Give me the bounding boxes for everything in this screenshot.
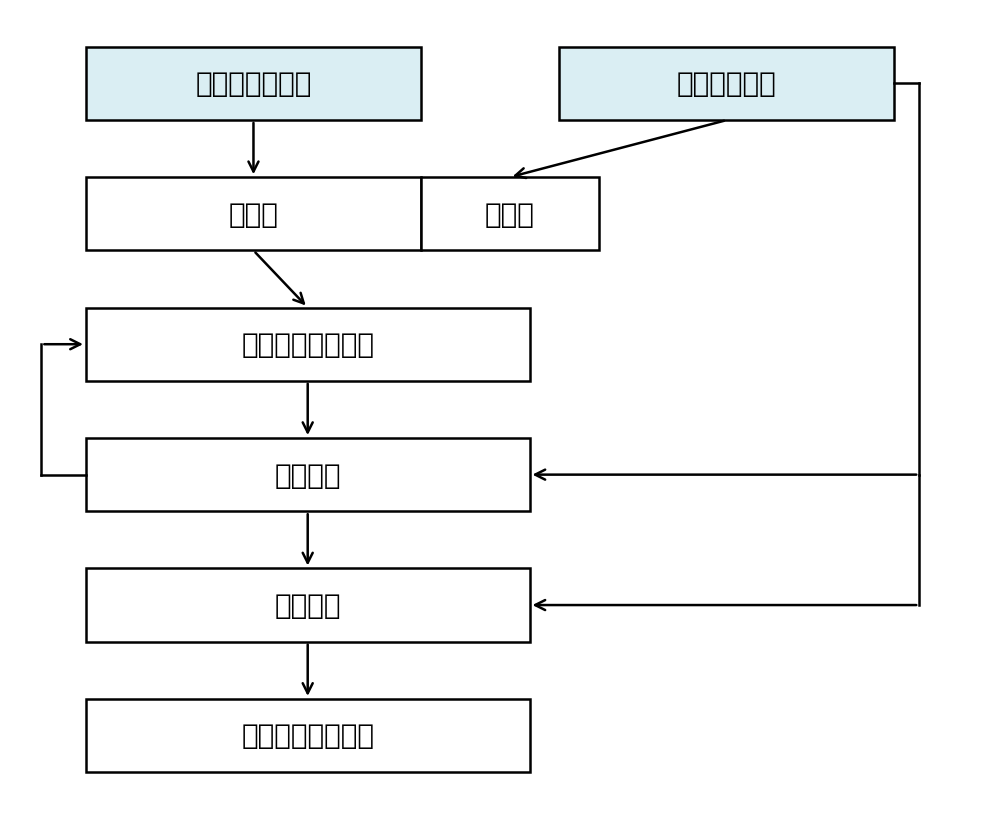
Text: 循环神经网络训练: 循环神经网络训练 (241, 331, 374, 359)
FancyBboxPatch shape (86, 178, 421, 251)
Text: 最终模型: 最终模型 (274, 591, 341, 619)
FancyBboxPatch shape (86, 569, 530, 642)
Text: 训练集: 训练集 (229, 200, 278, 229)
Text: 呼吸记录分类结果: 呼吸记录分类结果 (241, 721, 374, 749)
Text: 测试集: 测试集 (485, 200, 535, 229)
Text: 参数优化: 参数优化 (274, 461, 341, 489)
FancyBboxPatch shape (559, 48, 894, 121)
Text: 原始呼吸记录: 原始呼吸记录 (677, 70, 777, 99)
FancyBboxPatch shape (86, 699, 530, 773)
FancyBboxPatch shape (86, 48, 421, 121)
FancyBboxPatch shape (86, 308, 530, 382)
FancyBboxPatch shape (421, 178, 599, 251)
FancyBboxPatch shape (86, 438, 530, 512)
Text: 标记后呼吸记录: 标记后呼吸记录 (195, 70, 312, 99)
